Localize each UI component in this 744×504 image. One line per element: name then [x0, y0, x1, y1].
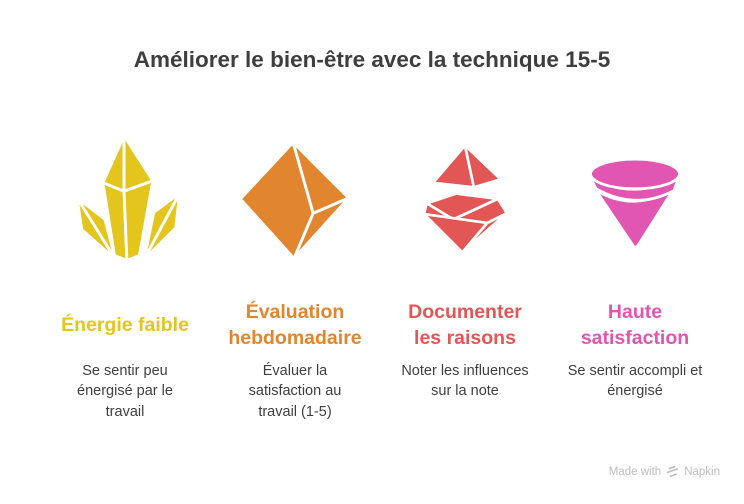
napkin-brand-label: Napkin [684, 465, 720, 478]
step-description: Se sentir accompli et énergisé [567, 363, 703, 400]
step-heading: Énergie faible [61, 313, 189, 336]
napkin-logo-icon [666, 465, 679, 477]
diamond-cone-icon [589, 157, 681, 249]
step-heading: Évaluation hebdomadaire [228, 300, 362, 349]
steps-row: Énergie faible Se sentir peu énergisé pa… [40, 123, 720, 422]
step-description: Noter les influences sur la note [401, 363, 529, 400]
step-haute-satisfaction: Haute satisfaction Se sentir accompli et… [550, 123, 720, 422]
octahedron-icon [238, 140, 351, 260]
step-description: Se sentir peu énergisé par le travail [77, 363, 173, 420]
step-description: Évaluer la satisfaction au travail (1-5) [248, 363, 342, 420]
step-energie-faible: Énergie faible Se sentir peu énergisé pa… [40, 123, 210, 422]
crystal-cluster-icon [75, 134, 182, 262]
step-evaluation-hebdomadaire: Évaluation hebdomadaire Évaluer la satis… [210, 123, 380, 422]
made-with-napkin-credit: Made with Napkin [609, 465, 720, 478]
step-documenter-les-raisons: Documenter les raisons Noter les influen… [380, 123, 550, 422]
made-with-label: Made with [608, 465, 662, 478]
page-title: Améliorer le bien-être avec la technique… [133, 47, 611, 72]
step-heading: Documenter les raisons [408, 300, 522, 349]
step-heading: Haute satisfaction [580, 300, 690, 349]
split-gem-icon [422, 144, 509, 254]
